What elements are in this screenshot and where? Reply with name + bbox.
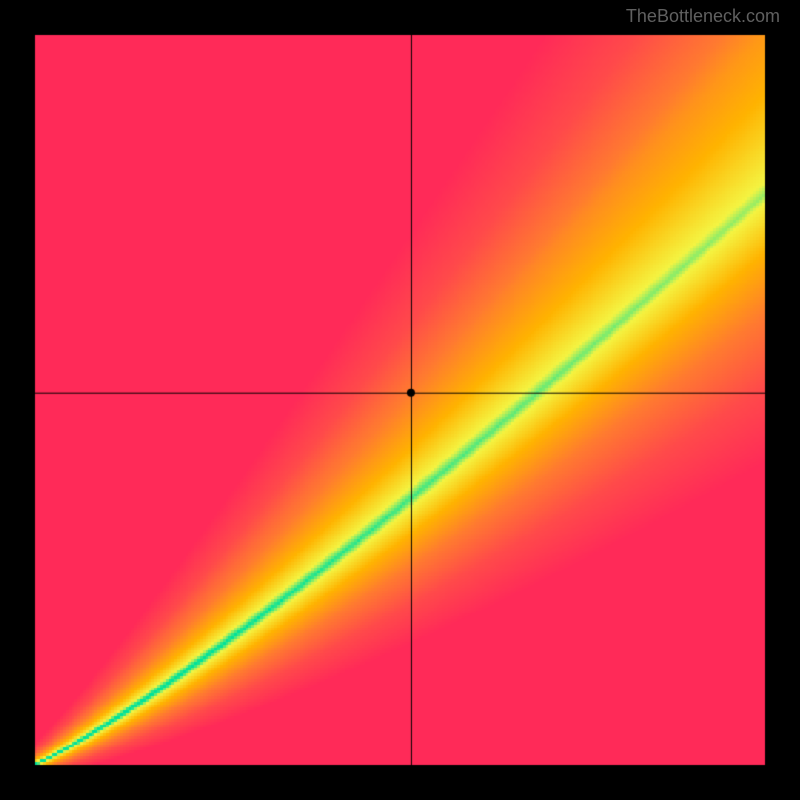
- bottleneck-heatmap: [0, 0, 800, 800]
- watermark-text: TheBottleneck.com: [626, 6, 780, 27]
- chart-container: TheBottleneck.com: [0, 0, 800, 800]
